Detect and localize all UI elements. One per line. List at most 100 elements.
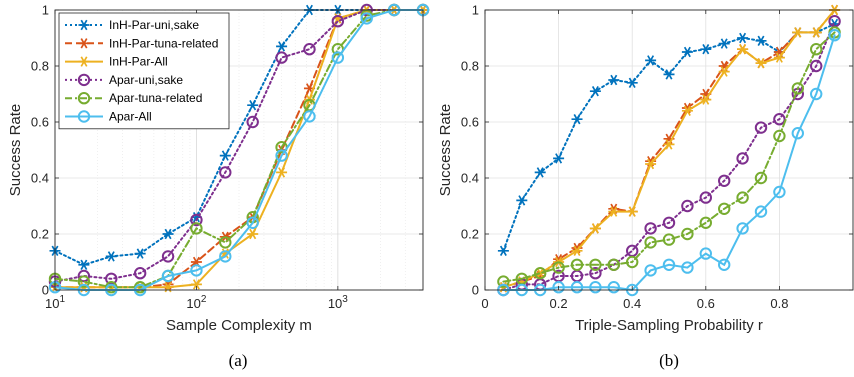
data-point — [552, 281, 565, 294]
y-tick-label: 0 — [42, 283, 49, 298]
data-point — [589, 86, 601, 97]
data-point — [662, 258, 676, 271]
data-point — [77, 269, 91, 283]
data-point — [626, 206, 638, 217]
x-axis-label: Triple-Sampling Probability r — [575, 317, 763, 334]
data-point — [737, 32, 749, 44]
data-point — [608, 74, 620, 86]
panel-caption: (b) — [659, 351, 679, 370]
legend-label: Apar-All — [109, 110, 152, 124]
data-point — [553, 153, 565, 164]
data-point — [718, 202, 731, 216]
data-point — [645, 55, 657, 66]
legend-marker — [78, 38, 90, 49]
y-tick-label: 0.8 — [31, 59, 49, 74]
data-point — [246, 216, 259, 230]
data-point — [754, 205, 768, 218]
x-tick-label: 0.6 — [697, 296, 715, 311]
y-tick-label: 0.4 — [31, 171, 49, 186]
data-point — [331, 51, 345, 64]
axes-box — [484, 9, 854, 291]
data-point — [570, 281, 584, 294]
x-axis-label: Sample Complexity m — [166, 317, 312, 334]
legend-marker — [78, 56, 90, 67]
data-point — [360, 12, 373, 25]
data-point — [219, 166, 232, 179]
x-tick-label: 102 — [186, 294, 206, 311]
x-tick-label: 101 — [45, 294, 65, 311]
data-point — [754, 171, 768, 185]
legend-marker — [77, 110, 91, 123]
data-point — [219, 150, 231, 161]
data-point — [608, 206, 620, 217]
data-point — [303, 110, 316, 123]
y-tick-label: 1 — [42, 3, 49, 18]
data-point — [755, 35, 767, 46]
data-point — [534, 167, 546, 178]
legend-item-inh-par-all: InH-Par-All — [65, 55, 168, 69]
y-tick-label: 0 — [472, 283, 479, 298]
data-point — [718, 174, 731, 188]
data-point — [105, 251, 117, 262]
data-point — [663, 69, 675, 80]
data-point — [699, 191, 712, 204]
data-point — [773, 129, 786, 143]
chart-panel-a: 0 0.2 0.4 0.6 0.8 1 101 102 103 Sample Complexity… — [7, 3, 430, 370]
y-tick-label: 0.6 — [31, 115, 49, 130]
legend-item-apar-all: Apar-All — [65, 110, 152, 124]
data-point — [810, 59, 823, 73]
legend-label: Apar-tuna-related — [109, 91, 202, 105]
data-point — [275, 149, 288, 162]
data-point — [303, 43, 316, 56]
y-axis-label: Success Rate — [437, 104, 454, 197]
series-line — [502, 20, 836, 291]
data-point — [792, 27, 804, 38]
data-point — [571, 245, 583, 256]
y-tick-label: 0.4 — [461, 171, 479, 186]
data-point — [626, 77, 638, 88]
x-tick-label: 0 — [481, 296, 488, 311]
data-point — [773, 52, 785, 63]
panel-caption: (a) — [229, 351, 248, 370]
data-point — [276, 41, 288, 52]
data-point — [663, 139, 675, 150]
series-line — [502, 31, 836, 283]
legend-label: Apar-uni,sake — [109, 73, 183, 87]
x-tick-label: 0.8 — [770, 296, 788, 311]
data-point — [681, 227, 694, 241]
data-point — [133, 267, 147, 280]
legend-box — [58, 12, 230, 130]
data-point — [190, 222, 203, 235]
data-point — [534, 267, 547, 280]
data-point — [736, 222, 749, 235]
data-point — [276, 167, 288, 178]
data-point — [754, 121, 768, 134]
data-point — [810, 27, 822, 38]
x-tick-label: 0.4 — [623, 296, 641, 311]
data-point — [681, 199, 694, 213]
data-point — [190, 264, 203, 277]
data-point — [589, 267, 602, 280]
data-point — [247, 100, 259, 111]
plot-area — [485, 10, 853, 290]
x-tick-label: 0.2 — [550, 296, 568, 311]
data-point — [644, 236, 657, 249]
legend-label: InH-Par-All — [109, 55, 168, 69]
data-point — [681, 46, 693, 58]
data-point — [247, 228, 259, 240]
data-point — [497, 245, 509, 256]
data-point — [791, 127, 804, 140]
data-point — [516, 195, 528, 206]
data-point — [589, 258, 602, 271]
data-point — [645, 158, 657, 170]
data-point — [700, 44, 712, 55]
data-point — [662, 216, 676, 230]
legend-item-inh-par-uni-sake: InH-Par-uni,sake — [65, 18, 199, 32]
data-point — [700, 94, 712, 105]
data-point — [755, 58, 767, 69]
data-point — [644, 222, 657, 235]
y-tick-label: 0.2 — [31, 227, 49, 242]
data-point — [791, 82, 804, 95]
data-point — [681, 105, 693, 116]
legend-item-apar-uni-sake: Apar-uni,sake — [65, 73, 183, 87]
